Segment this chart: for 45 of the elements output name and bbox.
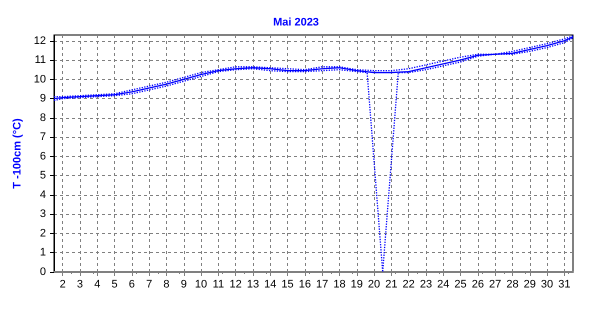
x-tick-label: 13 [246, 278, 260, 290]
x-tick-label: 6 [128, 278, 135, 290]
y-tick-label: 8 [40, 112, 46, 124]
x-tick-label: 30 [540, 278, 554, 290]
y-tick-label: 0 [40, 266, 46, 278]
x-tick-label: 4 [94, 278, 100, 290]
x-tick-label: 14 [264, 278, 276, 290]
x-tick-label: 12 [230, 278, 242, 290]
y-tick-label: 10 [34, 73, 46, 86]
x-tick-label: 5 [111, 278, 118, 290]
x-tick-label: 29 [524, 278, 536, 290]
x-tick-label: 8 [163, 278, 170, 290]
x-tick-label: 17 [316, 278, 328, 290]
x-tick-label: 19 [350, 278, 363, 290]
y-tick-label: 2 [40, 227, 46, 240]
x-tick-label: 22 [402, 278, 415, 290]
x-tick-label: 24 [437, 278, 450, 290]
y-tick-label: 1 [40, 246, 46, 259]
x-tick-label: 7 [146, 278, 152, 290]
x-tick-label: 28 [506, 278, 519, 290]
x-tick-label: 2 [60, 278, 66, 290]
y-tick-label: 5 [40, 170, 46, 182]
x-tick-label: 25 [454, 278, 467, 290]
x-tick-label: 21 [385, 278, 398, 290]
x-tick-label: 31 [558, 278, 570, 290]
chart-title: Mai 2023 [273, 16, 319, 28]
y-tick-label: 7 [40, 131, 46, 144]
x-tick-label: 11 [212, 278, 224, 290]
x-tick-label: 23 [420, 278, 432, 290]
y-tick-label: 12 [34, 34, 46, 47]
y-tick-label: 6 [40, 150, 46, 162]
x-tick-label: 27 [489, 278, 502, 290]
x-tick-label: 3 [76, 278, 84, 290]
x-tick-label: 9 [180, 278, 187, 290]
y-tick-label: 4 [40, 188, 46, 201]
x-tick-label: 18 [333, 278, 346, 290]
x-tick-label: 15 [281, 278, 294, 290]
x-tick-label: 26 [472, 278, 484, 290]
y-axis-title: T -100cm (°C) [11, 118, 24, 189]
y-tick-label: 9 [40, 92, 46, 105]
x-tick-label: 20 [368, 278, 380, 290]
x-tick-label: 16 [298, 278, 311, 290]
x-tick-label: 10 [194, 278, 208, 290]
y-tick-label: 11 [34, 54, 46, 66]
y-tick-label: 3 [40, 208, 46, 220]
